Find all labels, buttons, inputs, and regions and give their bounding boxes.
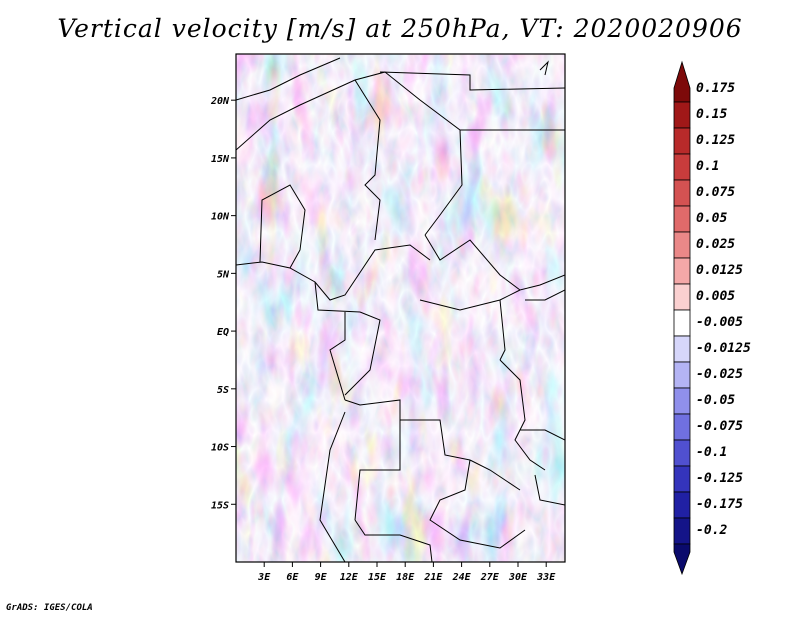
colorbar-swatch (673, 153, 691, 181)
lon-tick-label: 9E (315, 572, 328, 583)
lon-tick-label: 3E (257, 572, 271, 583)
colorbar-label: -0.175 (696, 497, 743, 512)
velocity-field (236, 54, 565, 562)
lon-tick-label: 12E (340, 572, 359, 583)
lat-tick-label: EQ (217, 327, 229, 338)
lon-tick-label: 33E (536, 572, 556, 583)
grads-credit: GrADS: IGES/COLA (6, 603, 93, 613)
colorbar: 0.175 0.15 0.125 0.1 0.075 0.05 0.025 0.0125 0.0… (673, 60, 751, 576)
lat-tick-label: 20N (210, 96, 230, 107)
colorbar-label: 0.125 (696, 133, 735, 148)
colorbar-swatch (673, 335, 691, 363)
colorbar-label: 0.075 (696, 185, 735, 200)
colorbar-label: 0.15 (696, 107, 727, 122)
colorbar-label: 0.025 (696, 237, 735, 252)
colorbar-label: 0.005 (696, 289, 735, 304)
colorbar-label: -0.075 (696, 419, 743, 434)
colorbar-swatch (673, 231, 691, 259)
lat-tick-label: 15N (211, 154, 230, 165)
longitude-axis: 3E 6E 9E 12E 15E 18E 21E 24E 27E 30E 33E (257, 562, 556, 583)
colorbar-swatch (673, 257, 691, 285)
colorbar-label: 0.175 (696, 81, 735, 96)
map-frame (235, 53, 566, 563)
colorbar-label: 0.1 (696, 159, 719, 174)
lon-tick-label: 27E (480, 572, 500, 583)
colorbar-swatch (673, 465, 691, 493)
colorbar-swatch (673, 101, 691, 129)
colorbar-label: 0.05 (696, 211, 727, 226)
colorbar-swatch (673, 127, 691, 155)
colorbar-label: -0.2 (696, 523, 727, 538)
lon-tick-label: 18E (396, 572, 415, 583)
colorbar-swatch (673, 309, 691, 337)
colorbar-swatch (673, 439, 691, 467)
lat-tick-label: 10S (211, 443, 229, 454)
colorbar-swatch (673, 361, 691, 389)
colorbar-label: -0.005 (696, 315, 743, 330)
country-borders (236, 57, 565, 562)
colorbar-swatch (673, 543, 691, 576)
lat-tick-label: 5S (217, 385, 229, 396)
lat-tick-label: 15S (211, 500, 229, 511)
colorbar-label: -0.1 (696, 445, 727, 460)
colorbar-swatch (673, 205, 691, 233)
lon-tick-label: 6E (286, 572, 299, 583)
lat-tick-label: 5N (217, 269, 230, 280)
colorbar-swatch (673, 517, 691, 545)
lon-tick-label: 30E (508, 572, 528, 583)
colorbar-label: -0.0125 (696, 341, 751, 356)
colorbar-swatch (673, 491, 691, 519)
lon-tick-label: 15E (368, 572, 387, 583)
lon-tick-label: 24E (452, 572, 472, 583)
colorbar-label: -0.025 (696, 367, 743, 382)
colorbar-swatch (673, 60, 691, 103)
colorbar-swatch (673, 179, 691, 207)
colorbar-swatch (673, 413, 691, 441)
colorbar-swatch (673, 283, 691, 311)
colorbar-label: 0.0125 (696, 263, 743, 278)
colorbar-label: -0.125 (696, 471, 743, 486)
colorbar-label: -0.05 (696, 393, 735, 408)
lat-tick-label: 10N (211, 212, 230, 223)
map-title: Vertical velocity [m/s] at 250hPa, VT: 2… (57, 14, 743, 43)
latitude-axis: 20N 15N 10N 5N EQ 5S 10S 15S (210, 96, 236, 511)
colorbar-swatch (673, 387, 691, 415)
lon-tick-label: 21E (423, 572, 443, 583)
